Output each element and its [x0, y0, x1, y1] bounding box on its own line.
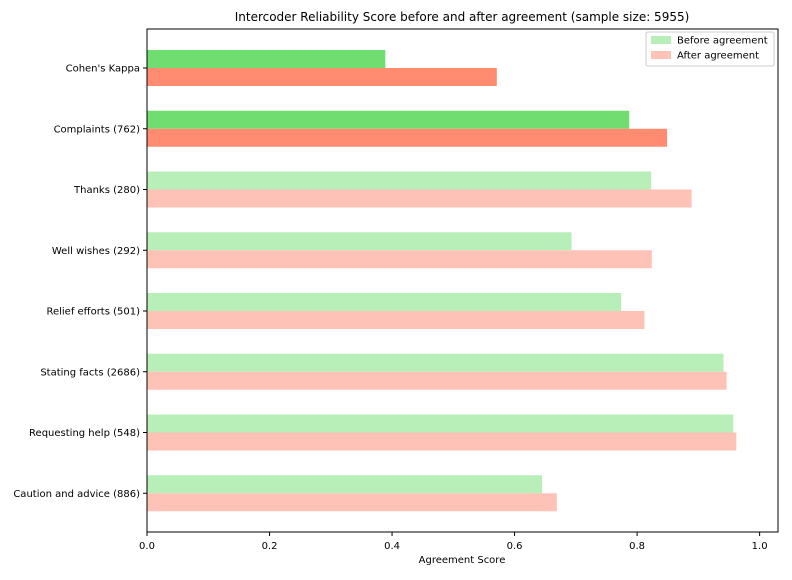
bar-before-agreement-cohen-s-kappa [147, 50, 386, 68]
y-tick-label: Relief efforts (501) [46, 307, 140, 318]
bar-after-agreement-complaints-762 [147, 128, 668, 147]
legend-label-after-agreement: After agreement [677, 51, 759, 62]
y-tick-label: Stating facts (2686) [40, 367, 140, 378]
bar-before-agreement-relief-efforts-501 [147, 293, 622, 311]
bar-after-agreement-stating-facts-2686 [147, 371, 727, 390]
x-tick-label: 1.0 [752, 541, 768, 552]
bar-before-agreement-well-wishes-292 [147, 232, 572, 251]
bar-before-agreement-thanks-280 [147, 171, 652, 190]
y-tick-label: Well wishes (292) [52, 246, 140, 257]
y-tick-label: Cohen's Kappa [66, 64, 140, 75]
legend-label-before-agreement: Before agreement [677, 36, 768, 47]
plot-frame [146, 28, 779, 533]
x-tick-label: 0.4 [384, 541, 400, 552]
y-tick-label: Requesting help (548) [29, 428, 140, 439]
x-axis-title: Agreement Score [419, 555, 506, 566]
legend-swatch-after-agreement [651, 51, 671, 59]
y-tick-label: Thanks (280) [73, 185, 140, 196]
bar-after-agreement-caution-and-advice-886 [147, 493, 557, 512]
bar-after-agreement-requesting-help-548 [147, 432, 737, 451]
x-tick-label: 0.8 [629, 541, 645, 552]
legend: Before agreement After agreement [645, 31, 775, 67]
bar-before-agreement-complaints-762 [147, 110, 630, 129]
ticks-layer: Cohen's Kappa Complaints (762) Thanks (280… [13, 64, 767, 553]
bar-after-agreement-relief-efforts-501 [147, 311, 645, 329]
x-tick-label: 0.2 [262, 541, 278, 552]
bar-before-agreement-requesting-help-548 [147, 414, 734, 433]
bar-before-agreement-caution-and-advice-886 [147, 475, 543, 494]
bar-after-agreement-well-wishes-292 [147, 250, 652, 269]
chart-title: Intercoder Reliability Score before and … [235, 10, 690, 24]
legend-swatch-before-agreement [651, 36, 671, 44]
legend-box [645, 31, 775, 67]
y-tick-label: Caution and advice (886) [13, 489, 140, 500]
x-tick-label: 0.6 [507, 541, 523, 552]
bar-before-agreement-stating-facts-2686 [147, 353, 724, 372]
bar-after-agreement-cohen-s-kappa [147, 68, 497, 86]
bars-layer [147, 50, 737, 512]
y-tick-label: Complaints (762) [54, 124, 141, 135]
bar-after-agreement-thanks-280 [147, 189, 692, 208]
x-tick-label: 0.0 [139, 541, 155, 552]
